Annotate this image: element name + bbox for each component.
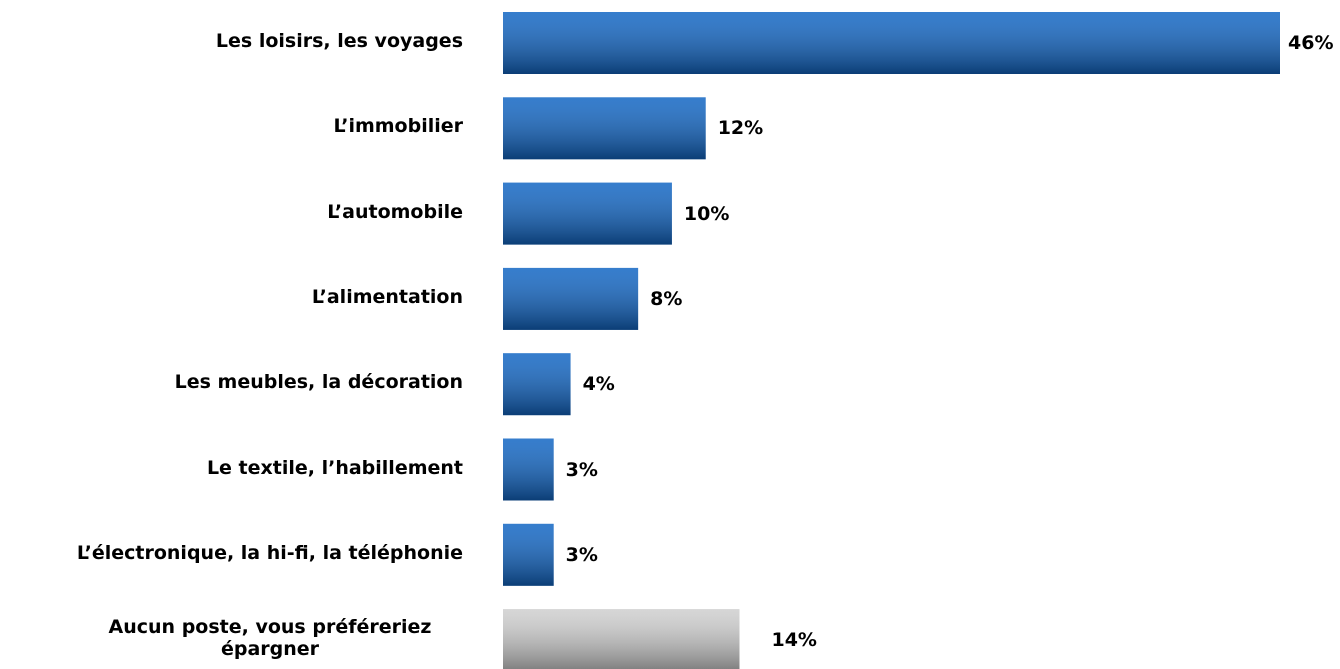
category-label: Le textile, l’habillement bbox=[206, 456, 463, 479]
category-label: Aucun poste, vous préféreriez épargner bbox=[108, 616, 432, 661]
bar-shade bbox=[503, 353, 571, 416]
bar-shade bbox=[503, 12, 1280, 74]
bar-shade bbox=[503, 523, 554, 586]
value-label: 12% bbox=[717, 117, 764, 140]
bar-shade bbox=[503, 438, 554, 501]
value-label: 3% bbox=[565, 543, 598, 566]
category-label: L’électronique, la hi-fi, la téléphonie bbox=[76, 541, 463, 564]
bar-shade bbox=[503, 182, 672, 245]
value-label: 46% bbox=[1288, 32, 1334, 54]
bar-shade bbox=[503, 267, 639, 330]
value-label: 8% bbox=[650, 287, 683, 310]
category-label: L’immobilier bbox=[333, 115, 463, 138]
category-label: L’alimentation bbox=[311, 285, 463, 308]
bar-shade bbox=[503, 609, 740, 669]
category-label: L’automobile bbox=[327, 200, 463, 223]
value-label: 10% bbox=[683, 202, 730, 225]
category-label: Les loisirs, les voyages bbox=[215, 30, 463, 52]
value-label: 14% bbox=[771, 629, 817, 652]
value-label: 3% bbox=[565, 458, 598, 481]
category-label: Les meubles, la décoration bbox=[174, 371, 463, 394]
value-label: 4% bbox=[582, 373, 615, 396]
bar-shade bbox=[503, 97, 706, 160]
